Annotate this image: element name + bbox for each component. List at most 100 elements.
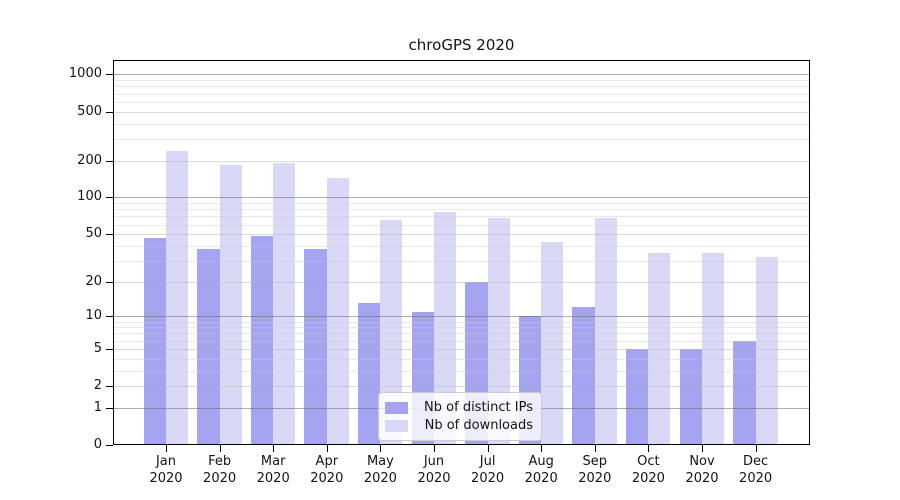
bar-downloads <box>594 217 617 445</box>
minor-gridline <box>113 327 810 329</box>
legend-label-distinct-ips: Nb of distinct IPs <box>424 400 533 415</box>
bar-downloads <box>273 163 296 445</box>
chart-title: chroGPS 2020 <box>408 36 515 54</box>
decade-gridline <box>113 74 810 76</box>
x-tick <box>702 445 703 452</box>
legend: Nb of distinct IPs Nb of downloads <box>378 392 542 441</box>
x-tick <box>273 445 275 452</box>
x-tick-label: Nov 2020 <box>685 454 719 486</box>
bar-distinct-ips <box>733 340 756 445</box>
y-tick-label: 100 <box>77 189 102 205</box>
y-tick <box>106 445 113 446</box>
y-tick <box>106 160 113 162</box>
x-tick-label: Mar 2020 <box>256 454 290 486</box>
x-tick <box>434 445 435 452</box>
gridline <box>113 281 810 283</box>
y-tick-label: 2 <box>93 378 102 394</box>
minor-gridline <box>113 245 810 247</box>
legend-item-distinct-ips: Nb of distinct IPs <box>385 399 533 416</box>
gridline <box>113 111 810 113</box>
minor-gridline <box>113 203 810 205</box>
minor-gridline <box>113 209 810 211</box>
bar-downloads <box>755 257 778 445</box>
bar-distinct-ips <box>250 236 274 445</box>
y-tick <box>106 234 113 236</box>
x-tick-label: Jul 2020 <box>471 454 505 486</box>
minor-gridline <box>113 260 810 262</box>
x-tick <box>219 445 221 452</box>
bar-distinct-ips <box>143 238 166 445</box>
bar-distinct-ips <box>304 248 327 445</box>
bar-downloads <box>541 242 564 445</box>
x-tick <box>487 445 489 452</box>
gridline <box>113 386 810 388</box>
y-tick-label: 50 <box>85 226 102 242</box>
plot-area <box>113 60 810 445</box>
bar-distinct-ips <box>625 348 649 445</box>
x-tick-label: May 2020 <box>363 454 397 486</box>
y-tick <box>106 111 113 113</box>
minor-gridline <box>113 138 810 140</box>
y-tick-label: 500 <box>77 103 102 119</box>
minor-gridline <box>113 321 810 323</box>
legend-item-downloads: Nb of downloads <box>385 417 533 434</box>
y-tick <box>106 386 113 388</box>
x-tick <box>541 445 543 452</box>
x-tick <box>648 445 650 452</box>
y-tick <box>106 281 113 283</box>
y-tick-label: 5 <box>93 340 102 356</box>
y-tick <box>106 197 113 199</box>
bar-downloads <box>326 178 349 445</box>
x-tick-label: Apr 2020 <box>310 454 344 486</box>
x-tick <box>755 445 757 452</box>
decade-gridline <box>113 316 810 318</box>
bar-downloads <box>219 164 242 445</box>
gridline <box>113 348 810 350</box>
minor-gridline <box>113 358 810 360</box>
legend-swatch-distinct-ips <box>385 401 408 414</box>
x-tick-label: Jan 2020 <box>149 454 183 486</box>
minor-gridline <box>113 340 810 342</box>
minor-gridline <box>113 224 810 226</box>
minor-gridline <box>113 80 810 82</box>
minor-gridline <box>113 86 810 88</box>
legend-swatch-downloads <box>385 419 408 432</box>
bar-distinct-ips <box>679 348 702 445</box>
y-tick-label: 1 <box>93 399 102 415</box>
x-tick-label: Sep 2020 <box>578 454 612 486</box>
bar-downloads <box>166 150 188 445</box>
bar-downloads <box>380 220 403 445</box>
x-tick-label: Dec 2020 <box>739 454 773 486</box>
bar-downloads <box>487 217 510 445</box>
x-tick <box>166 445 167 452</box>
bar-downloads <box>702 252 724 445</box>
x-tick-label: Oct 2020 <box>631 454 665 486</box>
y-tick-label: 20 <box>85 273 102 289</box>
minor-gridline <box>113 123 810 125</box>
y-tick <box>106 316 113 318</box>
minor-gridline <box>113 370 810 372</box>
minor-gridline <box>113 333 810 335</box>
bar-distinct-ips <box>357 303 381 445</box>
bar-downloads <box>648 252 671 445</box>
decade-gridline <box>113 197 810 199</box>
x-tick-label: Aug 2020 <box>524 454 558 486</box>
y-tick-label: 0 <box>93 437 102 452</box>
legend-label-downloads: Nb of downloads <box>424 418 533 433</box>
gridline <box>113 160 810 162</box>
y-tick <box>106 407 113 409</box>
x-tick-label: Jun 2020 <box>417 454 451 486</box>
y-tick <box>106 74 113 76</box>
bar-distinct-ips <box>197 248 220 445</box>
y-tick-label: 200 <box>77 152 102 168</box>
x-tick <box>594 445 596 452</box>
x-tick-label: Feb 2020 <box>203 454 237 486</box>
y-tick <box>106 348 113 350</box>
gridline <box>113 234 810 236</box>
bar-distinct-ips <box>572 307 595 445</box>
minor-gridline <box>113 216 810 218</box>
minor-gridline <box>113 101 810 103</box>
x-tick <box>326 445 328 452</box>
minor-gridline <box>113 93 810 95</box>
